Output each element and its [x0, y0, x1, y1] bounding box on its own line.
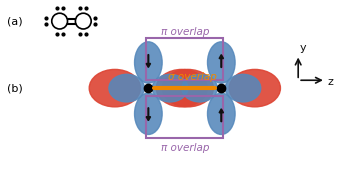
Ellipse shape: [162, 69, 213, 107]
Text: (b): (b): [7, 83, 23, 93]
FancyArrow shape: [146, 108, 151, 121]
Bar: [146, 96, 223, 138]
Circle shape: [52, 13, 67, 29]
FancyArrow shape: [219, 55, 224, 67]
Text: π overlap: π overlap: [161, 143, 209, 153]
Ellipse shape: [135, 42, 162, 83]
Ellipse shape: [135, 93, 162, 135]
Ellipse shape: [109, 74, 144, 102]
FancyArrow shape: [219, 109, 224, 122]
Text: y: y: [300, 43, 307, 53]
Ellipse shape: [89, 69, 140, 107]
Text: z: z: [328, 77, 334, 87]
Text: σ overlap: σ overlap: [168, 72, 217, 82]
Bar: [146, 38, 223, 80]
Text: (a): (a): [7, 16, 23, 26]
Text: π overlap: π overlap: [161, 27, 209, 37]
FancyArrow shape: [146, 55, 151, 67]
Ellipse shape: [225, 74, 261, 102]
Ellipse shape: [156, 69, 208, 107]
Ellipse shape: [208, 42, 235, 83]
Ellipse shape: [182, 74, 217, 102]
Circle shape: [75, 13, 91, 29]
Ellipse shape: [152, 74, 188, 102]
Ellipse shape: [229, 69, 281, 107]
Ellipse shape: [208, 93, 235, 135]
